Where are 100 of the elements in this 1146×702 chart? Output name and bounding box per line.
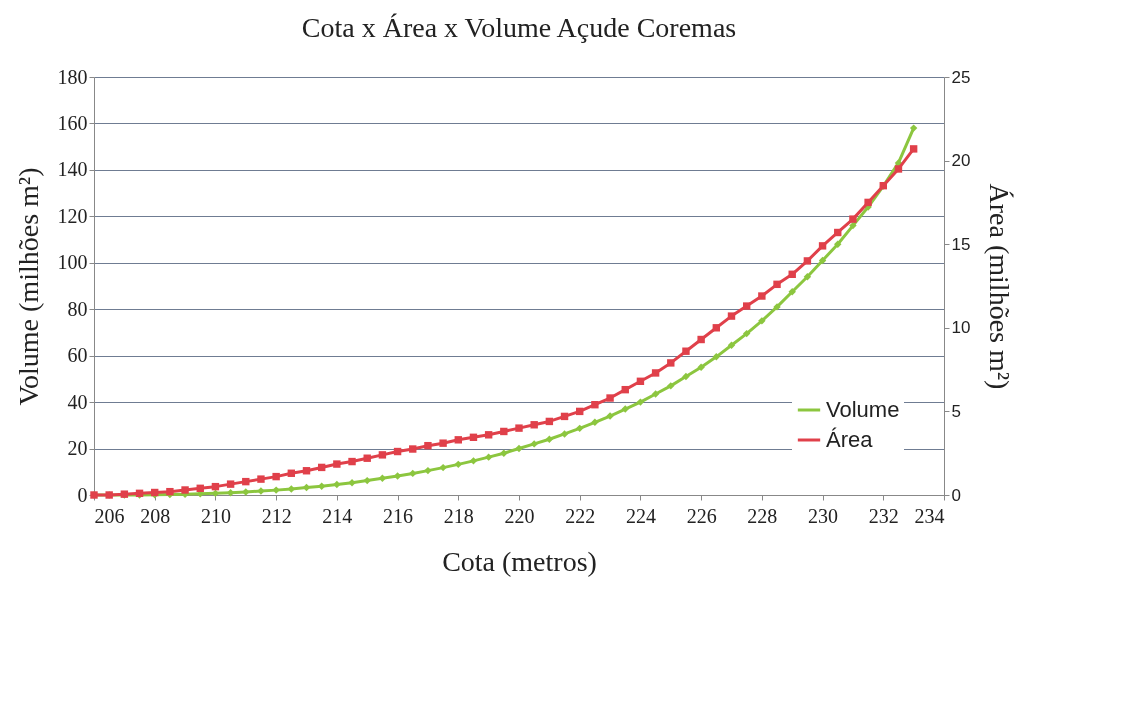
point	[454, 460, 462, 469]
point	[758, 292, 766, 300]
point	[348, 457, 356, 466]
point	[621, 405, 629, 413]
point	[667, 382, 675, 390]
y2-tick-label: 15	[951, 234, 971, 254]
x-tick-label: 228	[747, 504, 778, 527]
point	[712, 324, 721, 332]
x-tick-label: 210	[200, 504, 231, 527]
y-tick-label: 160	[57, 111, 88, 134]
point	[545, 435, 554, 443]
x-tick-label: 212	[261, 504, 292, 527]
point	[409, 469, 417, 478]
y2-tick-label: 10	[951, 318, 971, 338]
point	[378, 474, 387, 482]
x-tick-label: 216	[383, 504, 414, 527]
point	[909, 124, 918, 132]
point	[439, 463, 447, 472]
point	[515, 444, 523, 453]
point	[818, 256, 827, 265]
point	[226, 480, 235, 488]
x-axis-title: Cota (metros)	[442, 545, 597, 577]
y2-tick-label: 20	[951, 151, 971, 171]
point	[515, 424, 523, 432]
y-tick-label: 0	[77, 483, 88, 506]
point	[606, 394, 614, 402]
y-tick-label: 140	[57, 158, 88, 181]
y-tick-label: 180	[57, 65, 88, 88]
point	[363, 476, 371, 485]
y-tick-label: 100	[57, 251, 88, 274]
point	[651, 369, 660, 377]
point	[788, 288, 796, 296]
point	[651, 390, 660, 398]
point	[727, 312, 736, 320]
x-tick-label: 218	[443, 504, 474, 527]
x-tick-label: 234	[914, 504, 945, 527]
point	[409, 445, 417, 453]
point	[576, 424, 584, 433]
point	[894, 165, 903, 173]
point	[272, 472, 280, 481]
point	[803, 273, 812, 281]
y-tick-label: 60	[67, 344, 88, 367]
legend-label: Volume	[826, 397, 900, 422]
point	[682, 372, 690, 381]
y-tick-label: 40	[67, 390, 88, 413]
x-tick-label: 220	[504, 504, 535, 527]
point	[742, 329, 751, 338]
y2-axis-title: Área (milhões m²)	[984, 183, 1016, 390]
x-tick-label: 214	[322, 504, 353, 527]
point	[560, 430, 569, 438]
point	[333, 460, 341, 468]
point	[302, 483, 311, 492]
point	[803, 257, 812, 265]
point	[424, 441, 432, 450]
x-tick-label: 226	[686, 504, 717, 527]
point	[500, 449, 508, 457]
point	[818, 242, 827, 250]
point	[333, 480, 341, 489]
x-tick-label: 222	[565, 504, 596, 527]
x-tick-label: 224	[625, 504, 656, 527]
point	[181, 486, 189, 494]
point	[484, 453, 493, 461]
x-tick-label: 232	[868, 504, 899, 527]
y-tick-label: 20	[67, 437, 88, 460]
point	[849, 215, 857, 223]
point	[758, 317, 766, 325]
x-tick-label: 208	[140, 504, 171, 527]
point	[484, 431, 493, 439]
y-tick-label: 120	[57, 204, 88, 227]
point	[348, 478, 356, 487]
y-axis-title: Volume (milhões m²)	[12, 167, 44, 406]
point	[500, 427, 508, 436]
point	[742, 302, 751, 310]
point	[773, 280, 781, 289]
point	[682, 347, 690, 355]
point	[439, 439, 447, 447]
y2-tick-label: 25	[951, 67, 971, 87]
point	[636, 398, 645, 406]
point	[727, 341, 736, 349]
point	[697, 335, 705, 344]
chart-title: Cota x Área x Volume Açude Coremas	[301, 12, 737, 43]
point	[712, 353, 721, 361]
y-tick-label: 80	[67, 297, 88, 320]
point	[697, 363, 705, 371]
point	[849, 221, 857, 230]
y2-tick-label: 0	[951, 485, 961, 505]
point	[378, 451, 387, 459]
point	[909, 145, 918, 153]
x-tick-label: 206	[94, 504, 125, 527]
point	[864, 198, 872, 207]
point	[257, 475, 265, 483]
point	[591, 401, 599, 409]
point	[591, 418, 599, 427]
y2-tick-label: 5	[951, 401, 961, 421]
point	[667, 359, 675, 367]
point	[530, 421, 538, 429]
legend-label: Área	[826, 427, 874, 452]
point	[469, 457, 478, 465]
point	[834, 240, 842, 248]
point	[424, 466, 432, 475]
